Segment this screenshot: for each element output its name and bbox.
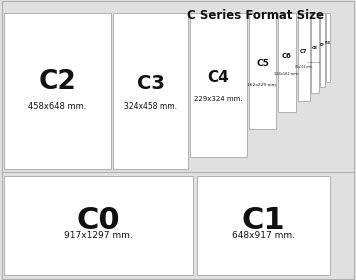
Text: C1: C1 <box>241 206 285 235</box>
Text: C6: C6 <box>282 53 292 59</box>
Text: C5: C5 <box>256 59 269 68</box>
Text: 57x81 mm.: 57x81 mm. <box>308 62 321 63</box>
Text: 81x114 mm.: 81x114 mm. <box>295 65 313 69</box>
Bar <box>278 13 296 112</box>
Bar <box>320 13 325 87</box>
Text: C4: C4 <box>208 70 230 85</box>
Text: 114x162 mm.: 114x162 mm. <box>274 72 299 76</box>
Text: C2: C2 <box>39 69 77 95</box>
Text: 458x648 mm.: 458x648 mm. <box>28 102 87 111</box>
Text: 162x229 mm.: 162x229 mm. <box>247 83 278 87</box>
Text: 229x324 mm.: 229x324 mm. <box>194 96 243 102</box>
Text: 648x917 mm.: 648x917 mm. <box>232 231 295 240</box>
Bar <box>4 13 111 169</box>
Bar <box>190 13 247 157</box>
Text: C0: C0 <box>77 206 120 235</box>
Text: C9: C9 <box>320 43 325 47</box>
Text: C10: C10 <box>325 41 331 45</box>
Bar <box>197 176 330 275</box>
Bar <box>298 13 310 101</box>
Bar <box>311 13 319 93</box>
Text: C8: C8 <box>312 46 318 50</box>
Bar <box>326 13 330 82</box>
Text: C7: C7 <box>300 49 307 54</box>
Bar <box>4 176 193 275</box>
Text: 324x458 mm.: 324x458 mm. <box>124 102 177 111</box>
Text: C Series Format Size: C Series Format Size <box>187 9 324 22</box>
Bar <box>113 13 188 169</box>
Text: 917x1297 mm.: 917x1297 mm. <box>64 231 133 240</box>
Bar <box>249 13 276 129</box>
Text: C3: C3 <box>137 74 164 93</box>
